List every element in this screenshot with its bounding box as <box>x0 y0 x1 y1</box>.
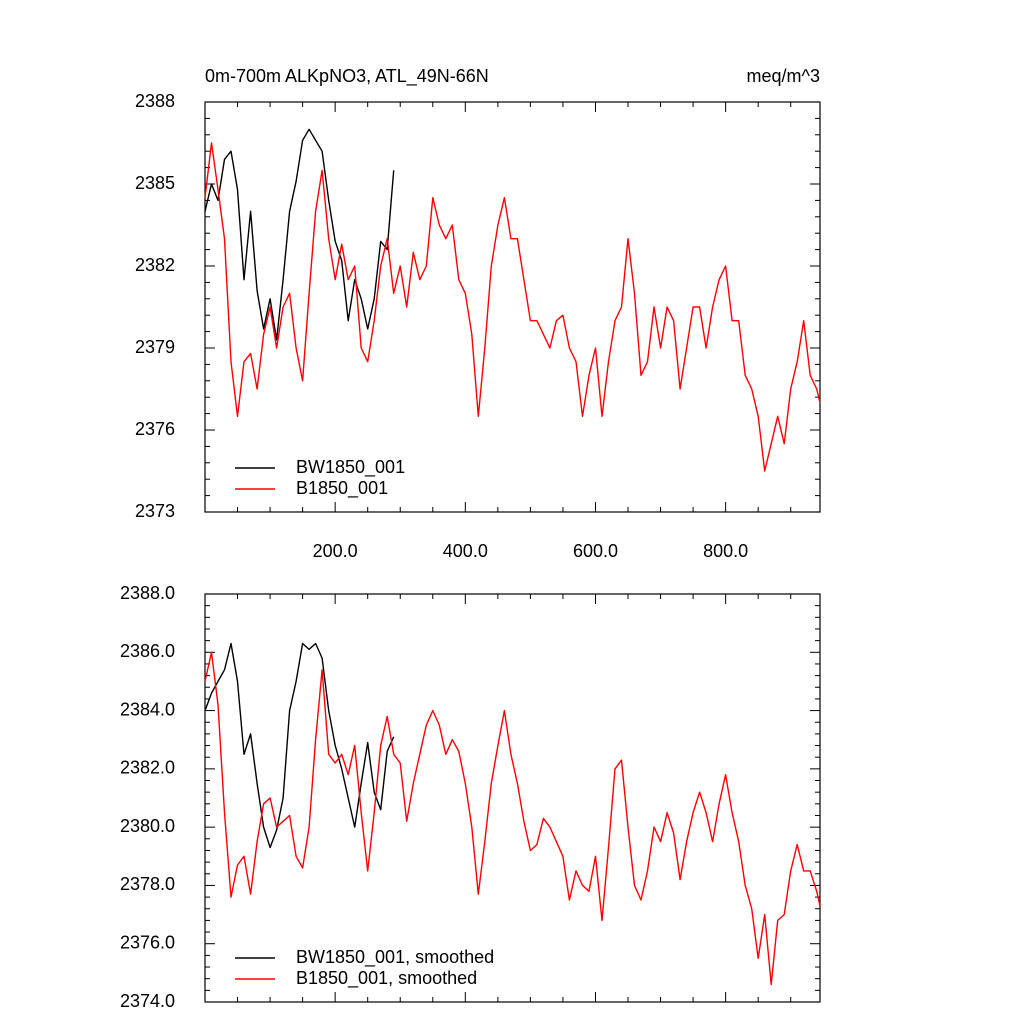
series-line <box>204 128 395 341</box>
y-tick-label: 2378.0 <box>120 874 175 894</box>
series-line <box>204 642 395 849</box>
y-tick-label: 2376 <box>135 419 175 439</box>
x-tick-label: 600.0 <box>573 541 618 561</box>
y-tick-label: 2380.0 <box>120 816 175 836</box>
series-line <box>204 142 821 472</box>
units-label: meq/m^3 <box>747 66 820 86</box>
x-tick-label: 200.0 <box>313 541 358 561</box>
y-tick-label: 2382 <box>135 255 175 275</box>
legend-label: B1850_001, smoothed <box>296 968 477 989</box>
y-tick-label: 2388.0 <box>120 583 175 603</box>
y-tick-label: 2388 <box>135 91 175 111</box>
x-tick-label: 400.0 <box>443 541 488 561</box>
y-tick-label: 2373 <box>135 501 175 521</box>
y-tick-label: 2374.0 <box>120 991 175 1011</box>
y-tick-label: 2384.0 <box>120 699 175 719</box>
x-tick-label: 800.0 <box>703 541 748 561</box>
y-tick-label: 2376.0 <box>120 932 175 952</box>
legend-label: BW1850_001, smoothed <box>296 947 494 968</box>
y-tick-label: 2386.0 <box>120 641 175 661</box>
chart-title: 0m-700m ALKpNO3, ATL_49N-66N <box>205 66 489 87</box>
y-tick-label: 2382.0 <box>120 758 175 778</box>
series-line <box>204 651 821 986</box>
y-tick-label: 2385 <box>135 173 175 193</box>
plot-frame <box>204 101 821 513</box>
legend-label: BW1850_001 <box>296 457 405 478</box>
legend-label: B1850_001 <box>296 478 388 499</box>
y-tick-label: 2379 <box>135 337 175 357</box>
plot-frame <box>204 593 821 1003</box>
